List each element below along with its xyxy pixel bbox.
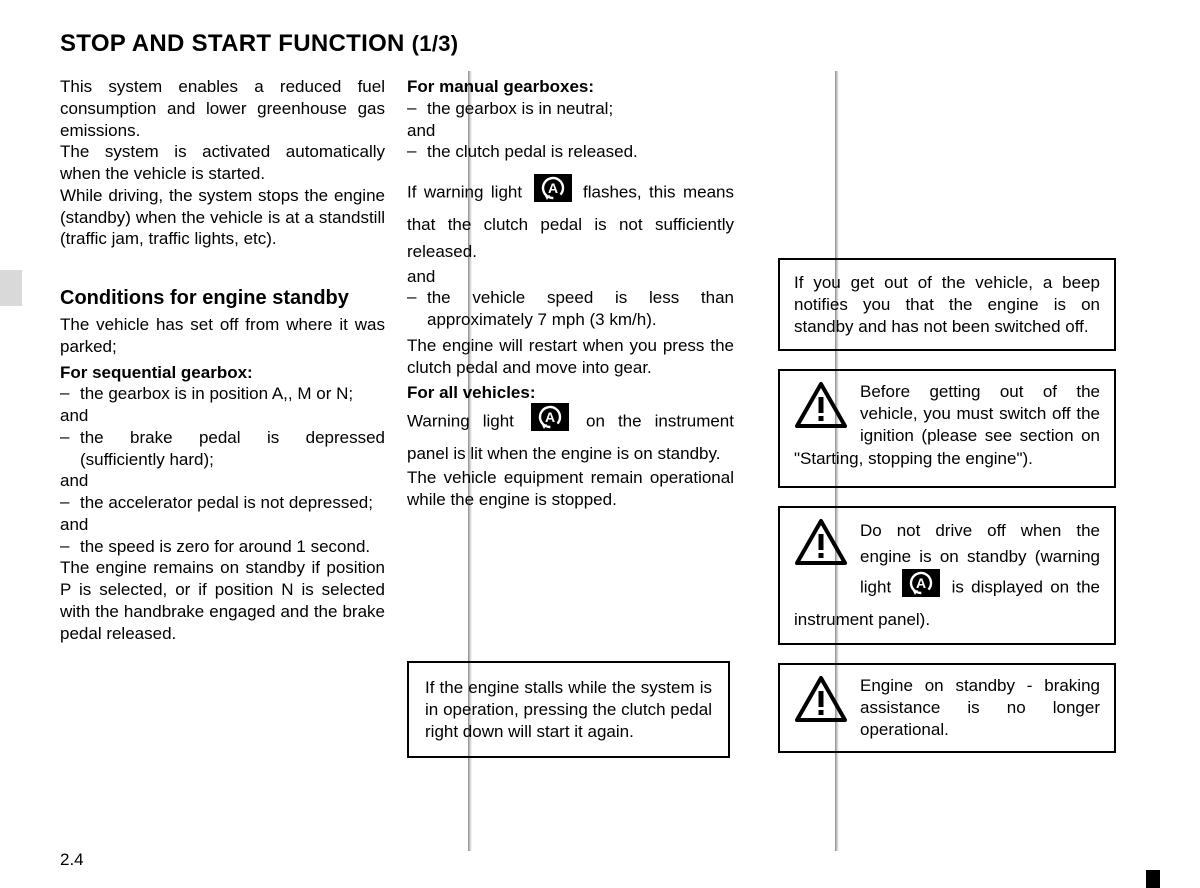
conditions-intro: The vehicle has set off from where it wa… <box>60 314 385 358</box>
autostop-icon: A <box>534 174 572 210</box>
and-5: and <box>407 266 734 288</box>
restart-note: The engine will restart when you press t… <box>407 335 734 379</box>
svg-text:A: A <box>547 180 557 196</box>
warning-triangle-icon <box>794 381 848 434</box>
column-1: This system enables a reduced fuel consu… <box>60 76 403 771</box>
and-1: and <box>60 405 385 427</box>
autostop-icon: A <box>531 403 569 439</box>
and-2: and <box>60 470 385 492</box>
equipment-note: The vehicle equipment remain operational… <box>407 467 734 511</box>
svg-text:A: A <box>916 575 926 591</box>
title-main: STOP AND START FUNCTION <box>60 30 412 57</box>
and-3: and <box>60 514 385 536</box>
column-3: If you get out of the vehicle, a beep no… <box>746 76 1116 771</box>
bullet-speed-less: –the vehicle speed is less than approxim… <box>407 287 734 331</box>
corner-mark <box>1146 870 1160 888</box>
bullet-accelerator: –the accelerator pedal is not depressed; <box>60 492 385 514</box>
column-2: For manual gearboxes: –the gearbox is in… <box>403 76 746 771</box>
bullet-clutch-released: –the clutch pedal is released. <box>407 141 734 163</box>
standby-note: The engine remains on standby if positio… <box>60 557 385 644</box>
page-content: STOP AND START FUNCTION (1/3) This syste… <box>0 0 1200 888</box>
intro-p1: This system enables a reduced fuel consu… <box>60 76 385 141</box>
warning-triangle-icon <box>794 675 848 728</box>
stall-info-box: If the engine stalls while the system is… <box>407 661 730 758</box>
driveoff-warning-box: Do not drive off when the engine is on s… <box>778 506 1116 645</box>
page-number: 2.4 <box>60 850 84 870</box>
title-sub: (1/3) <box>412 31 459 56</box>
intro-p2: The system is activated automatically wh… <box>60 141 385 185</box>
warning-triangle-icon <box>794 518 848 571</box>
all-vehicles-heading: For all vehicles: <box>407 382 734 404</box>
beep-info-text: If you get out of the vehicle, a beep no… <box>794 272 1100 337</box>
manual-gearbox-heading: For manual gearboxes: <box>407 76 734 98</box>
braking-warning-box: Engine on standby - braking assistance i… <box>778 663 1116 753</box>
warning-flash-text: If warning light A flashes, this means t… <box>407 175 734 266</box>
intro-p3: While driving, the system stops the engi… <box>60 185 385 250</box>
svg-text:A: A <box>545 409 555 425</box>
bullet-speed-zero: –the speed is zero for around 1 second. <box>60 536 385 558</box>
and-4: and <box>407 120 734 142</box>
bullet-neutral: –the gearbox is in neutral; <box>407 98 734 120</box>
autostop-icon: A <box>902 569 940 605</box>
section-conditions-heading: Conditions for engine standby <box>60 286 385 310</box>
page-title: STOP AND START FUNCTION (1/3) <box>60 30 1160 58</box>
bullet-brake-pedal: –the brake pedal is depressed (sufficien… <box>60 427 385 471</box>
stall-info-text: If the engine stalls while the system is… <box>425 677 712 742</box>
sequential-gearbox-heading: For sequential gearbox: <box>60 362 385 384</box>
bullet-gearbox-position: –the gearbox is in position A,, M or N; <box>60 383 385 405</box>
warning-lit-text: Warning light A on the instrument panel … <box>407 404 734 467</box>
beep-info-box: If you get out of the vehicle, a beep no… <box>778 258 1116 351</box>
ignition-warning-box: Before getting out of the vehicle, you m… <box>778 369 1116 487</box>
